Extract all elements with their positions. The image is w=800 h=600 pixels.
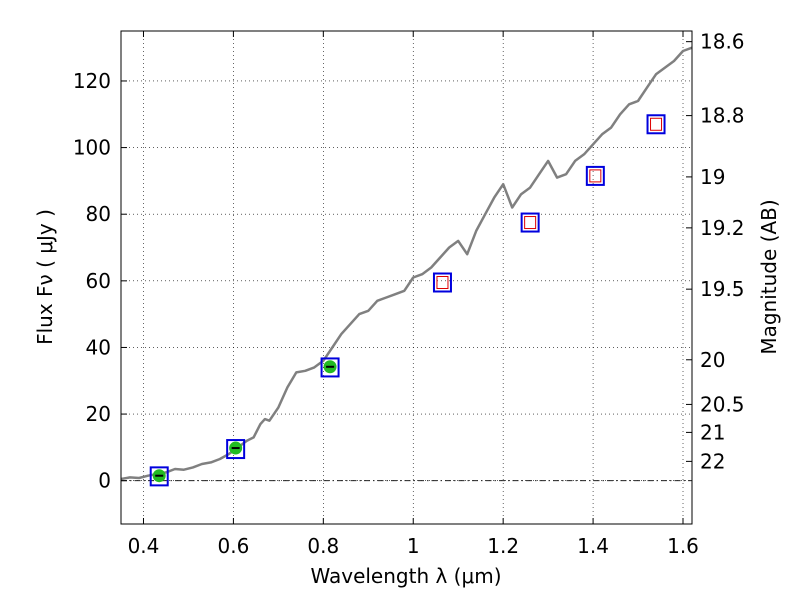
y2-tick-label: 18.6 — [700, 30, 745, 54]
y-tick-label: 100 — [73, 136, 111, 160]
x-tick-label: 1.4 — [577, 534, 609, 558]
y2-tick-label: 19.2 — [700, 216, 745, 240]
x-axis: 0.4 0.6 0.8 1 1.2 1.4 1.6 — [128, 31, 699, 558]
y-tick-label: 120 — [73, 69, 111, 93]
model-box — [226, 439, 246, 460]
model-box — [149, 466, 169, 487]
y-tick-label: 40 — [86, 335, 111, 359]
photometry-points — [152, 360, 337, 483]
x-tick-label: 0.8 — [307, 534, 339, 558]
plot-frame — [120, 30, 693, 525]
y2-tick-label: 19.5 — [700, 277, 745, 301]
y-tick-label: 80 — [86, 202, 111, 226]
model-inner — [524, 216, 537, 230]
model-markers — [149, 114, 666, 487]
y2-tick-label: 19 — [700, 165, 725, 189]
spectrum-line — [120, 46, 693, 481]
y2-tick-label: 21 — [700, 420, 725, 444]
model-box — [520, 212, 540, 233]
model-box — [320, 357, 340, 378]
model-box — [585, 165, 605, 186]
model-inner — [436, 275, 449, 289]
y-tick-label: 0 — [98, 469, 111, 493]
y2-tick-label: 18.8 — [700, 104, 745, 128]
y-tick-label: 60 — [86, 269, 111, 293]
x-tick-label: 1 — [407, 534, 420, 558]
y2-axis: 18.6 18.8 19 19.2 19.5 20 20.5 21 22 — [686, 30, 745, 473]
model-inner — [589, 169, 602, 183]
x-tick-label: 1.6 — [667, 534, 699, 558]
y2-tick-label: 22 — [700, 449, 725, 473]
model-inner — [650, 117, 663, 131]
x-tick-label: 1.2 — [487, 534, 519, 558]
x-tick-label: 0.4 — [128, 534, 160, 558]
model-box — [646, 114, 666, 135]
x-axis-title: Wavelength λ (μm) — [310, 564, 501, 588]
y-tick-label: 20 — [86, 402, 111, 426]
y-axis: 0 20 40 60 80 100 120 — [73, 69, 127, 493]
plot-background — [121, 31, 692, 524]
x-tick-label: 0.6 — [217, 534, 249, 558]
y2-tick-label: 20 — [700, 348, 725, 372]
y2-tick-label: 20.5 — [700, 392, 745, 416]
y2-axis-title: Magnitude (AB) — [757, 199, 781, 354]
model-box — [432, 272, 452, 293]
y-axis-title: Flux Fν ( μJy ) — [33, 209, 57, 345]
